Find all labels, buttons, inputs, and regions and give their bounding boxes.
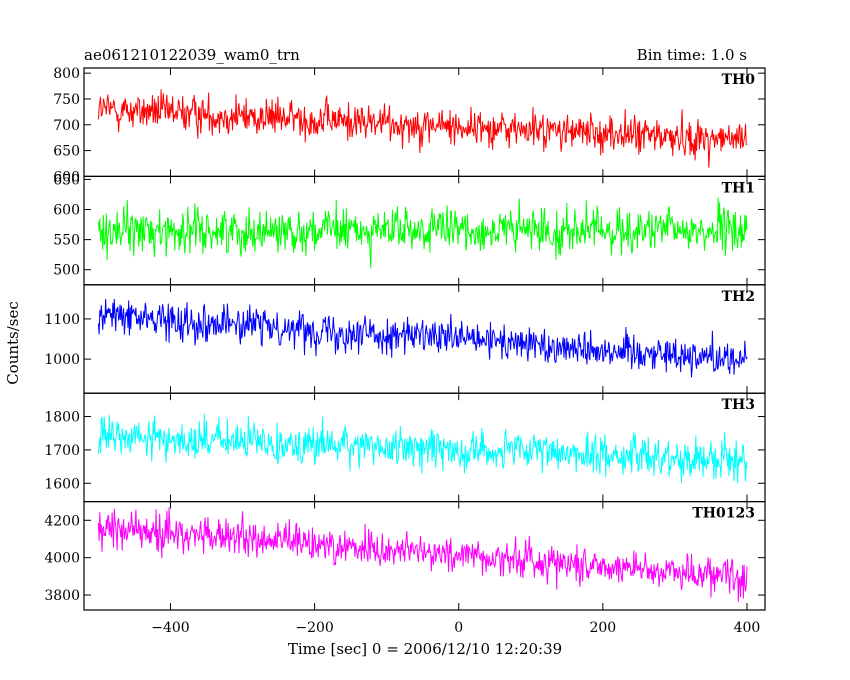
y-tick-label: 3800 <box>44 588 80 604</box>
series-line-th2 <box>97 298 748 378</box>
y-tick-label: 1100 <box>44 312 80 328</box>
panel-th0123: 3800 4000 4200 TH0123 <box>44 501 766 611</box>
panel-frame <box>83 501 766 611</box>
panel-th3: 1600 1700 1800 TH3 <box>44 392 766 503</box>
series-line-th0 <box>97 89 748 168</box>
y-tick-label: 1600 <box>44 476 80 492</box>
y-tick-label: 650 <box>53 172 80 188</box>
y-tick-label: 700 <box>53 118 80 134</box>
y-tick-label: 600 <box>53 203 80 219</box>
panel-label-th3: TH3 <box>722 397 755 413</box>
y-tick-label: 1700 <box>44 443 80 459</box>
y-tick-label: 4200 <box>44 513 80 529</box>
panel-label-th0: TH0 <box>722 72 756 88</box>
panel-frame <box>83 284 766 394</box>
y-tick-label: 600 <box>53 169 80 185</box>
y-tick-label: 500 <box>53 263 80 279</box>
y-tick-label: 1000 <box>44 352 80 368</box>
bin-time-label: Bin time: 1.0 s <box>637 46 747 64</box>
panel-frame <box>83 392 766 503</box>
y-tick-label: 550 <box>53 233 80 249</box>
x-tick-label: 200 <box>589 620 616 636</box>
y-tick-label: 650 <box>53 144 80 160</box>
x-axis-label: Time [sec] 0 = 2006/12/10 12:20:39 <box>288 640 562 658</box>
series-line-th0123 <box>97 507 748 602</box>
y-tick-label: 1800 <box>44 410 80 426</box>
series-line-th3 <box>97 413 748 484</box>
x-tick-label: 0 <box>454 620 463 636</box>
y-tick-label: 800 <box>53 66 80 82</box>
y-tick-label: 750 <box>53 92 80 108</box>
y-axis-label: Counts/sec <box>4 301 22 385</box>
panel-th2: 1000 1100 TH2 <box>44 284 766 394</box>
panel-label-th1: TH1 <box>722 180 755 196</box>
chart-title: ae061210122039_wam0_trn <box>84 46 300 64</box>
y-tick-label: 4000 <box>44 551 80 567</box>
panel-label-th2: TH2 <box>722 289 755 305</box>
x-tick-label: −400 <box>151 620 189 636</box>
panel-label-th0123: TH0123 <box>692 506 755 522</box>
series-line-th1 <box>97 197 748 268</box>
x-tick-label: −200 <box>295 620 333 636</box>
x-tick-label: 400 <box>734 620 761 636</box>
